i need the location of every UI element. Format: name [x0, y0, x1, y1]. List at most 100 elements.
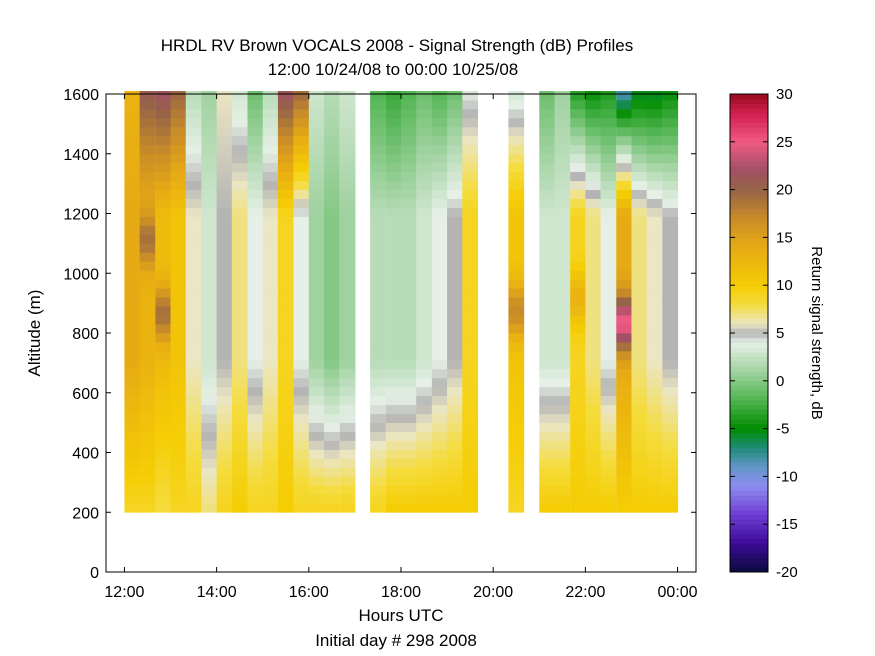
colorbar-tick-label: 0	[776, 373, 784, 390]
heatmap-cell	[339, 180, 356, 190]
heatmap-cell	[646, 225, 663, 235]
heatmap-cell	[508, 368, 525, 379]
heatmap-cell	[201, 207, 218, 217]
heatmap-cell	[155, 458, 172, 468]
colorbar-segment	[730, 337, 768, 343]
heatmap-cell	[139, 180, 156, 190]
heatmap-cell	[185, 153, 202, 164]
heatmap-cell	[539, 261, 556, 271]
heatmap-cell	[124, 503, 141, 513]
heatmap-cell	[155, 216, 172, 226]
heatmap-cell	[277, 315, 294, 325]
heatmap-cell	[401, 270, 417, 280]
heatmap-cell	[616, 135, 633, 146]
heatmap-cell	[539, 431, 556, 441]
heatmap-cell	[308, 108, 325, 119]
heatmap-cell	[539, 270, 556, 280]
heatmap-cell	[155, 144, 172, 155]
heatmap-cell	[462, 368, 479, 379]
heatmap-cell	[139, 431, 156, 441]
heatmap-cell	[616, 297, 633, 307]
heatmap-cell	[185, 243, 202, 253]
heatmap-cell	[385, 503, 402, 513]
heatmap-cell	[600, 485, 617, 495]
heatmap-cell	[662, 431, 679, 441]
heatmap-cell	[170, 494, 187, 504]
heatmap-cell	[631, 333, 648, 343]
heatmap-cell	[139, 404, 156, 415]
heatmap-cell	[447, 449, 463, 459]
heatmap-cell	[431, 306, 448, 316]
heatmap-cell	[616, 431, 633, 441]
heatmap-cell	[277, 126, 294, 137]
heatmap-cell	[508, 333, 525, 343]
heatmap-cell	[247, 270, 264, 280]
heatmap-cell	[431, 386, 448, 397]
heatmap-cell	[262, 189, 279, 199]
heatmap-cell	[277, 386, 294, 397]
colorbar-segment	[730, 328, 768, 334]
heatmap-cell	[247, 494, 264, 504]
heatmap-cell	[155, 503, 172, 513]
heatmap-cell	[339, 350, 356, 361]
heatmap-cell	[631, 252, 648, 262]
y-tick-label: 600	[72, 386, 99, 403]
heatmap-cell	[370, 359, 386, 370]
heatmap-cell	[570, 171, 586, 182]
heatmap-cell	[262, 252, 279, 262]
heatmap-cell	[401, 198, 417, 208]
heatmap-cell	[431, 189, 448, 199]
heatmap-cell	[616, 395, 633, 406]
heatmap-cell	[570, 422, 586, 432]
heatmap-cell	[416, 171, 432, 182]
heatmap-cell	[508, 99, 525, 110]
heatmap-cell	[262, 225, 279, 235]
heatmap-cell	[385, 467, 402, 477]
heatmap-cell	[155, 297, 172, 307]
heatmap-cell	[339, 413, 356, 424]
heatmap-cell	[600, 377, 617, 388]
heatmap-cell	[231, 225, 248, 235]
heatmap-cell	[416, 350, 432, 361]
heatmap-cell	[247, 404, 264, 415]
colorbar-segment	[730, 98, 768, 104]
heatmap-cell	[324, 126, 340, 137]
heatmap-cell	[616, 440, 633, 450]
heatmap-cell	[324, 297, 340, 307]
heatmap-cell	[231, 359, 248, 370]
colorbar-segment	[730, 280, 768, 286]
heatmap-cell	[462, 207, 479, 217]
heatmap-cell	[508, 216, 525, 226]
heatmap-cell	[385, 395, 402, 406]
heatmap-cell	[139, 279, 156, 289]
colorbar-segment	[730, 543, 768, 549]
heatmap-cell	[508, 458, 525, 468]
heatmap-cell	[401, 404, 417, 415]
heatmap-cell	[293, 422, 310, 432]
heatmap-cell	[539, 333, 556, 343]
heatmap-cell	[247, 422, 264, 432]
heatmap-cell	[170, 243, 187, 253]
colorbar-segment	[730, 156, 768, 162]
heatmap-cell	[447, 306, 463, 316]
heatmap-cell	[508, 261, 525, 271]
heatmap-cell	[462, 135, 479, 146]
heatmap-cell	[170, 440, 187, 450]
heatmap-cell	[554, 503, 571, 513]
heatmap-cell	[401, 117, 417, 128]
heatmap-cell	[247, 207, 264, 217]
heatmap-cell	[508, 144, 525, 155]
heatmap-cell	[201, 315, 218, 325]
heatmap-cell	[600, 279, 617, 289]
heatmap-cell	[262, 324, 279, 334]
heatmap-cell	[308, 207, 325, 217]
heatmap-cell	[324, 225, 340, 235]
heatmap-cell	[139, 333, 156, 343]
heatmap-cell	[170, 279, 187, 289]
heatmap-cell	[631, 234, 648, 244]
heatmap-cell	[662, 404, 679, 415]
heatmap-cell	[385, 458, 402, 468]
colorbar-segment	[730, 538, 768, 544]
heatmap-cell	[616, 386, 633, 397]
heatmap-cell	[539, 476, 556, 486]
